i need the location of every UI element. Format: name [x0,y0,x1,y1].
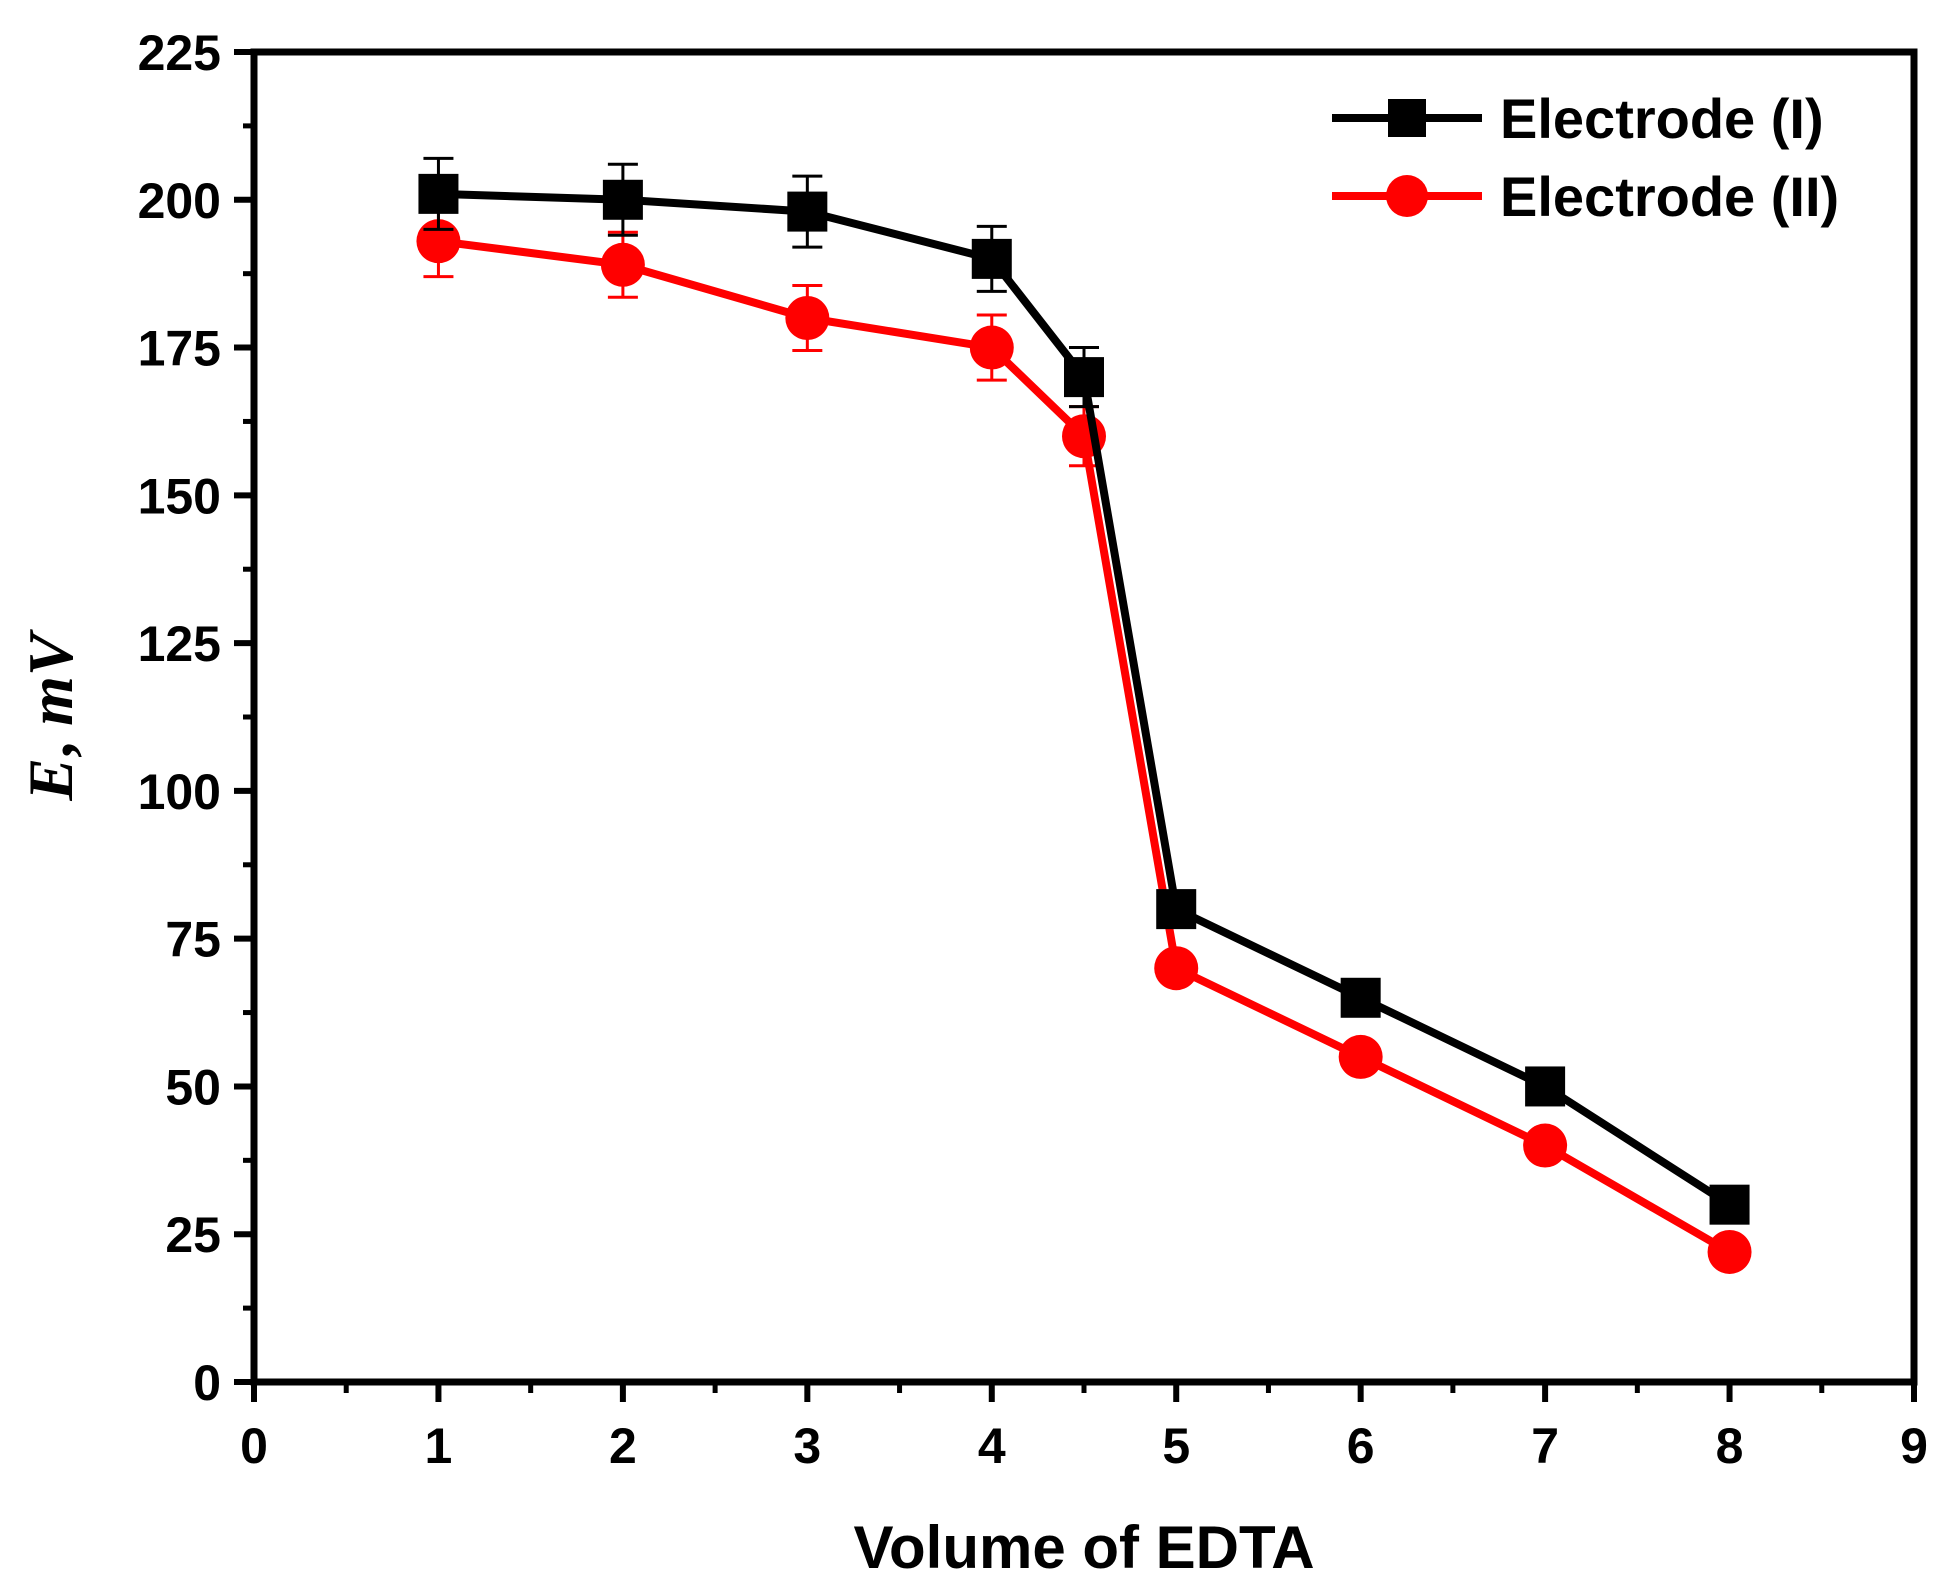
data-point-square [1340,977,1381,1018]
y-axis-title: E, mV [15,628,86,801]
data-point-square [1709,1184,1750,1225]
y-tick-label: 200 [138,173,221,229]
y-tick-label: 125 [138,616,221,672]
legend-entry-electrode-i: Electrode (I) [1332,87,1824,150]
legend-marker-square [1388,99,1426,137]
data-point-square [787,191,828,232]
data-point-square [602,179,643,220]
data-point-square [1525,1066,1566,1107]
y-axis-title-unit: mV [15,628,86,726]
x-tick-label: 9 [1900,1418,1928,1474]
y-tick-label: 25 [165,1207,221,1263]
data-point-circle [1707,1229,1752,1274]
x-tick-label: 2 [609,1418,637,1474]
y-tick-label: 175 [138,321,221,377]
y-tick-label: 50 [165,1059,221,1115]
x-axis-title: Volume of EDTA [853,1514,1314,1581]
axis-ticks: 0 1 2 3 4 5 6 7 8 9 0 25 50 75 100 125 150 175 200 225 [138,25,1928,1474]
data-point-circle [1523,1123,1568,1168]
x-tick-label: 4 [978,1418,1006,1474]
data-point-circle [969,325,1014,370]
y-tick-label: 100 [138,764,221,820]
data-point-circle [600,242,645,287]
y-tick-label: 75 [165,912,221,968]
data-point-circle [1154,946,1199,991]
x-tick-label: 0 [240,1418,268,1474]
data-point-square [418,173,459,214]
x-tick-label: 5 [1162,1418,1190,1474]
plot-marks [416,156,1752,1274]
x-tick-label: 1 [425,1418,453,1474]
data-point-circle [785,296,830,340]
legend-label-electrode-i: Electrode (I) [1500,87,1824,150]
x-tick-label: 8 [1716,1418,1744,1474]
y-tick-label: 0 [193,1355,221,1411]
y-tick-label: 150 [138,468,221,524]
series-electrode-ii [416,204,1752,1274]
legend: Electrode (I) Electrode (II) [1332,87,1839,228]
y-axis-title-symbol: E [15,758,86,802]
series-electrode-i [418,156,1750,1225]
data-point-circle [1338,1034,1383,1079]
y-tick-label: 225 [138,25,221,81]
x-tick-label: 7 [1531,1418,1559,1474]
data-point-square [1156,889,1197,930]
legend-label-electrode-ii: Electrode (II) [1500,165,1839,228]
data-point-square [971,238,1012,279]
legend-entry-electrode-ii: Electrode (II) [1332,165,1839,228]
y-axis-title-sep: , [15,726,86,758]
legend-marker-circle [1386,175,1428,217]
x-tick-label: 3 [793,1418,821,1474]
series-line [438,189,1732,1209]
x-tick-label: 6 [1347,1418,1375,1474]
data-point-square [1064,357,1104,398]
